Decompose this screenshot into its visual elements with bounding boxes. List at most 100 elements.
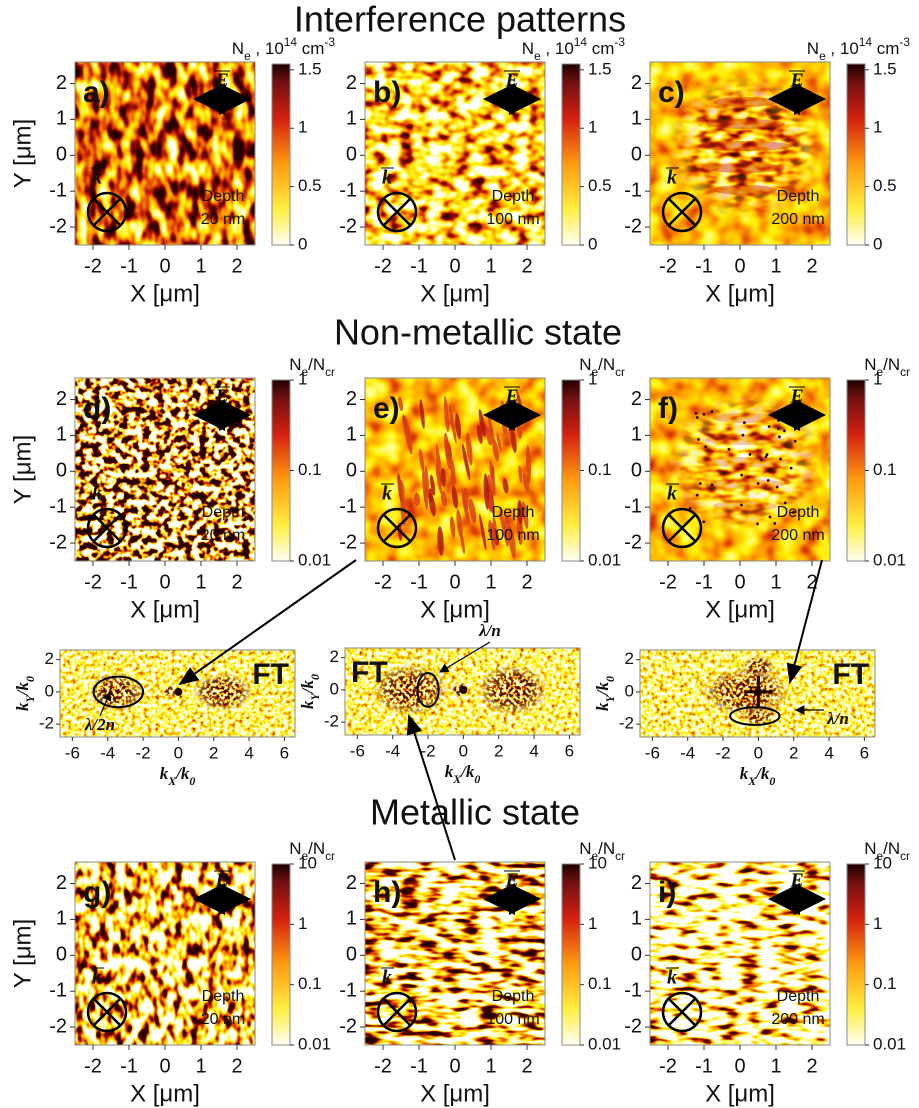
x-tick-label: -1: [120, 571, 138, 593]
spot: [775, 485, 779, 489]
colorbar-tick-label: 1: [588, 914, 597, 933]
y-tick-label: 2: [631, 388, 642, 410]
k-vector-symbol: [86, 991, 128, 1033]
k-vector-label: k: [92, 967, 102, 989]
depth-title: Depth: [492, 504, 535, 521]
y-axis-label: kY/k0: [298, 674, 322, 709]
spot: [702, 412, 706, 416]
x-tick-label: 0: [159, 571, 170, 593]
y-tick-label: 2: [631, 872, 642, 894]
y-tick-label: 0: [631, 460, 642, 482]
colorbar-label-part: -3: [899, 35, 910, 49]
k-vector-cross: [383, 198, 411, 226]
x-tick-label: 4: [824, 743, 833, 762]
x-tick-label: 1: [195, 255, 206, 277]
k-vector-symbol: [661, 507, 703, 549]
colorbar: [271, 63, 291, 246]
depth-title: Depth: [202, 988, 245, 1005]
x-axis-label-part: /k: [459, 762, 475, 781]
colorbar-label-part: e: [876, 365, 883, 379]
colorbar-label-part: /N: [598, 839, 615, 858]
k-vector-symbol: [86, 507, 128, 549]
x-axis-label: X [μm]: [705, 280, 775, 307]
depth-title: Depth: [202, 188, 245, 205]
colorbar-label-part: /N: [883, 355, 900, 374]
spot: [704, 445, 707, 449]
k-vector-symbol: [376, 191, 418, 233]
spot: [742, 421, 746, 425]
x-tick-label: -4: [680, 743, 695, 762]
plot-frame: [59, 649, 296, 738]
section-title: Non-metallic state: [334, 312, 622, 353]
colorbar-label-part: N: [807, 39, 819, 58]
plot-frame: [344, 647, 581, 736]
colorbar-label: Ne/Ncr: [289, 839, 335, 863]
y-axis-label-part: 0: [603, 676, 617, 682]
ft-marker: [416, 671, 440, 708]
filament: [403, 415, 413, 455]
x-axis-label: X [μm]: [705, 596, 775, 623]
x-axis-label-part: 0: [474, 772, 480, 786]
x-axis-label-part: 0: [189, 774, 195, 788]
spot: [748, 453, 752, 456]
x-tick-label: -2: [659, 571, 677, 593]
panel-label: e): [373, 392, 400, 425]
colorbar: [561, 379, 581, 562]
x-axis-label-part: 0: [769, 774, 775, 788]
k-vector-cross: [383, 998, 411, 1026]
e-field-label: E: [504, 870, 518, 892]
filament: [508, 525, 516, 559]
y-axis-label-part: 0: [23, 676, 37, 682]
y-tick-label: -1: [339, 979, 357, 1001]
x-tick-label: 0: [754, 743, 763, 762]
x-axis-label: kX/k0: [445, 762, 481, 786]
colorbar-tick-label: 1.5: [873, 59, 897, 78]
colorbar-label-part: e: [876, 849, 883, 863]
colorbar-label-part: N: [864, 355, 876, 374]
x-axis-label-part: X: [747, 774, 757, 788]
spot: [768, 515, 772, 519]
y-tick-label: -2: [339, 531, 357, 553]
x-tick-label: 1: [770, 571, 781, 593]
x-axis-label: X [μm]: [130, 1080, 200, 1107]
y-tick-label: 2: [346, 72, 357, 94]
panel-label: d): [83, 392, 111, 425]
x-axis-label-part: k: [160, 764, 169, 783]
filament: [488, 498, 495, 513]
y-axis-label: kY/k0: [593, 676, 617, 711]
x-tick-label: 2: [231, 255, 242, 277]
depth-title: Depth: [777, 188, 820, 205]
x-tick-label: -1: [695, 255, 713, 277]
spot: [765, 453, 769, 456]
spot: [766, 479, 770, 482]
y-tick-label: -2: [624, 215, 642, 237]
x-tick-label: 0: [174, 743, 183, 762]
e-field-label: E: [214, 70, 228, 92]
y-axis-label-part: /k: [298, 679, 317, 695]
spot: [695, 493, 699, 497]
section-title: Metallic state: [370, 792, 580, 833]
y-tick-label: -1: [624, 979, 642, 1001]
x-axis-label-part: /k: [174, 764, 190, 783]
filament: [496, 432, 502, 451]
x-tick-label: 1: [485, 571, 496, 593]
x-axis-label: X [μm]: [130, 280, 200, 307]
filament: [450, 458, 456, 487]
spot: [694, 411, 698, 415]
x-axis-label: X [μm]: [130, 596, 200, 623]
fringe: [705, 119, 785, 129]
colorbar-label-part: /N: [598, 355, 615, 374]
filament: [437, 526, 444, 556]
colorbar-tick-label: 0: [588, 234, 597, 253]
x-tick-label: -4: [100, 743, 115, 762]
colorbar-tick-label: 1: [298, 914, 307, 933]
x-tick-label: 4: [244, 743, 253, 762]
x-tick-label: 6: [860, 743, 869, 762]
x-tick-label: 0: [734, 255, 745, 277]
k-vector-label: k: [92, 483, 102, 505]
colorbar-label-part: , 10: [826, 39, 859, 58]
y-tick-label: 0: [346, 144, 357, 166]
colorbar-label-part: e: [591, 849, 598, 863]
